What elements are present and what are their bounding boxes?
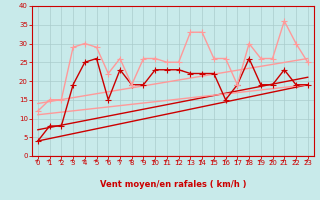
X-axis label: Vent moyen/en rafales ( km/h ): Vent moyen/en rafales ( km/h ) xyxy=(100,180,246,189)
